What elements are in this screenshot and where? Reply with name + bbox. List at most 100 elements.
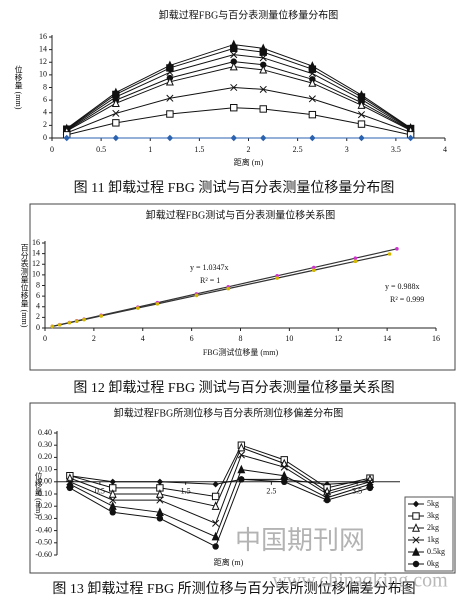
caption: 图 12 卸载过程 FBG 测试与百分表测量位移量关系图 (73, 380, 394, 396)
marker (358, 134, 365, 142)
point (67, 320, 72, 325)
caption: 图 13 卸载过程 FBG 所测位移与百分表所测位移偏差分布图 (52, 581, 415, 597)
x-tick-label: 3.5 (391, 145, 401, 154)
marker (109, 496, 117, 504)
y-tick-label: 0.40 (38, 428, 52, 437)
y-tick-label: 12 (32, 259, 40, 268)
series-line (66, 47, 411, 130)
marker (63, 134, 70, 142)
x-tick-label: 0 (50, 145, 54, 154)
series-line (66, 86, 411, 134)
marker (112, 119, 120, 127)
chart-title: 卸载过程FBG与百分表测量位移量分布图 (159, 8, 338, 21)
y-tick-label: 0.20 (38, 452, 52, 461)
chart-title: 卸载过程FBG测试与百分表测量位移关系图 (146, 208, 335, 221)
x-tick-label: 2.5 (266, 487, 276, 496)
point (312, 265, 316, 270)
chart-title: 卸载过程FBG所测位移与百分表所测位移偏差分布图 (114, 406, 343, 419)
x-tick-label: 4 (443, 145, 447, 154)
marker (238, 476, 245, 483)
series-line (66, 66, 411, 132)
y-tick-label: 10 (39, 70, 47, 79)
marker (109, 478, 116, 485)
y-tick-label: 4 (43, 108, 47, 117)
y-tick-label: -0.50 (35, 538, 52, 547)
marker (108, 501, 117, 510)
marker (166, 64, 174, 72)
y-axis-label: 百分表测量位移量 (mm) (20, 244, 29, 328)
series-line (69, 469, 371, 538)
marker (357, 111, 366, 119)
marker (308, 110, 317, 119)
marker (66, 484, 74, 492)
series-line (66, 107, 411, 136)
marker (407, 134, 414, 142)
x-tick-label: 16 (432, 334, 440, 343)
y-tick-label: 6 (36, 291, 40, 300)
x-tick-label: 0 (43, 334, 47, 343)
marker (230, 58, 237, 65)
x-tick-label: 2 (247, 145, 251, 154)
marker (211, 501, 220, 510)
marker (112, 109, 120, 117)
point (99, 314, 104, 318)
y-tick-label: 0.10 (38, 464, 52, 473)
point (387, 252, 392, 256)
y-tick-label: -0.20 (35, 501, 52, 510)
legend-label: 3kg (427, 511, 439, 520)
y-tick-label: -0.60 (35, 550, 52, 559)
marker (237, 442, 246, 452)
marker (212, 543, 219, 550)
marker (109, 509, 116, 516)
legend-box (404, 496, 454, 572)
y-tick-label: 12 (39, 57, 47, 66)
marker (366, 484, 374, 492)
point (194, 293, 199, 298)
marker (111, 98, 120, 107)
marker (259, 54, 267, 62)
marker (165, 76, 174, 86)
chart-frame (29, 402, 456, 574)
marker (108, 489, 117, 498)
marker (412, 560, 420, 568)
y-tick-label: 8 (36, 280, 40, 289)
y-tick-label: 16 (32, 238, 40, 247)
y-tick-label: -0.10 (35, 489, 52, 498)
marker (259, 48, 267, 56)
point (74, 319, 79, 324)
marker (156, 478, 164, 485)
marker (230, 51, 238, 59)
marker (412, 547, 420, 556)
marker (280, 463, 288, 471)
y-axis-label: 位移量 (mm) (14, 65, 23, 110)
marker (260, 61, 267, 68)
point (82, 317, 86, 322)
marker (260, 134, 267, 142)
point (353, 259, 358, 264)
marker (230, 104, 238, 112)
marker (308, 95, 316, 103)
marker (229, 61, 238, 71)
point (312, 268, 316, 273)
marker (259, 105, 267, 113)
marker (412, 523, 420, 532)
point (275, 276, 279, 280)
legend-label: 5kg (427, 499, 439, 508)
marker (308, 70, 316, 78)
marker (308, 65, 317, 73)
y-tick-label: 14 (32, 248, 40, 257)
marker (259, 64, 268, 74)
y-tick-label: -0.30 (35, 513, 52, 522)
series-line (69, 447, 371, 507)
marker (156, 496, 164, 504)
point (226, 286, 231, 291)
marker (156, 515, 164, 522)
x-tick-label: 6 (190, 334, 194, 343)
y-tick-label: 0.30 (38, 440, 52, 449)
marker (357, 100, 366, 109)
marker (166, 134, 174, 142)
marker (412, 500, 420, 508)
marker (166, 110, 174, 118)
marker (230, 83, 238, 92)
